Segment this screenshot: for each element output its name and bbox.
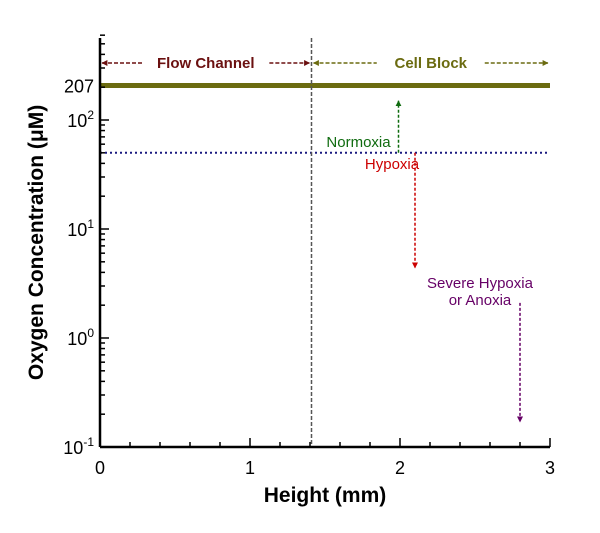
x-tick-label: 3 bbox=[545, 458, 555, 478]
y-tick-label: 100 bbox=[67, 326, 94, 349]
y-tick-label: 102 bbox=[67, 108, 94, 131]
y-tick-label: 101 bbox=[67, 217, 94, 240]
x-tick-label: 0 bbox=[95, 458, 105, 478]
y-tick-label: 10-1 bbox=[63, 435, 94, 458]
region-label: Flow Channel bbox=[157, 55, 255, 72]
x-tick-label: 2 bbox=[395, 458, 405, 478]
annotation-label: Hypoxia bbox=[365, 156, 420, 173]
annotation-label: Normoxia bbox=[326, 134, 391, 151]
y-axis-title: Oxygen Concentration (μM) bbox=[25, 105, 48, 380]
annotation-label: Severe Hypoxia or Anoxia bbox=[427, 275, 534, 309]
x-axis-title: Height (mm) bbox=[264, 484, 387, 507]
x-tick-label: 1 bbox=[245, 458, 255, 478]
y-extra-label: 207 bbox=[64, 77, 94, 97]
region-label: Cell Block bbox=[394, 55, 467, 72]
